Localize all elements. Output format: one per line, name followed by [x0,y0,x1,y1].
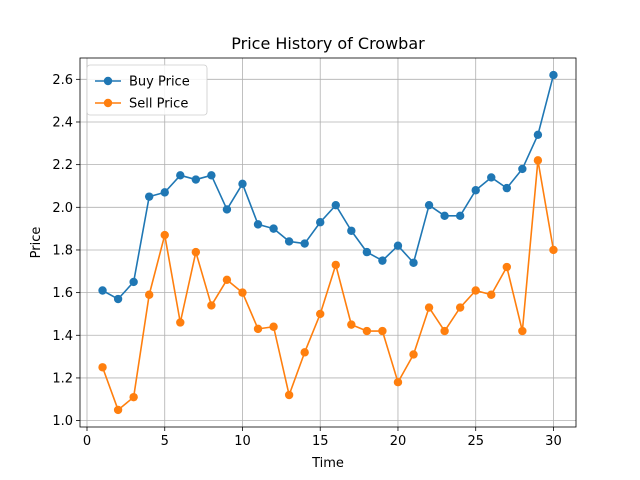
data-point-sell-price [176,318,185,327]
y-tick-label: 1.8 [52,243,73,258]
data-point-sell-price [269,322,278,331]
plot-frame [79,57,577,428]
chart-title: Price History of Crowbar [231,34,425,53]
legend-label-sell-price: Sell Price [129,97,188,112]
data-point-buy-price [409,258,418,267]
data-point-sell-price [347,320,356,329]
data-point-buy-price [144,192,154,201]
data-point-buy-price [113,294,123,304]
data-point-buy-price [253,220,263,229]
data-point-buy-price [549,70,558,80]
data-point-sell-price [144,290,154,299]
data-point-sell-price [331,260,340,270]
data-point-buy-price [269,224,278,233]
data-point-buy-price [393,241,403,250]
data-point-buy-price [191,175,201,184]
data-point-sell-price [440,326,449,336]
data-point-buy-price [378,256,387,265]
y-axis-label: Price [29,227,44,259]
data-point-buy-price [424,200,434,210]
y-tick-label: 2.4 [52,115,73,130]
data-point-buy-price [440,211,449,221]
data-point-sell-price [533,156,543,165]
data-point-buy-price [222,205,232,214]
data-point-sell-price [487,290,496,299]
data-point-sell-price [98,363,107,372]
data-point-buy-price [533,130,543,139]
y-tick-label: 1.6 [52,286,73,301]
data-point-buy-price [518,164,527,174]
y-tick-label: 2.2 [52,158,73,173]
x-tick-label: 10 [234,434,251,449]
data-point-buy-price [347,226,356,235]
x-tick-label: 0 [83,434,91,449]
x-tick-label: 25 [467,434,484,449]
data-point-buy-price [455,211,465,221]
data-point-buy-price [160,188,169,197]
series-line-sell-price [101,159,555,411]
data-point-sell-price [238,288,247,297]
y-tick-label: 1.0 [52,414,73,429]
x-tick-label: 20 [390,434,407,449]
legend: Buy Price Sell Price [86,64,208,116]
data-point-sell-price [455,303,465,312]
series-buy-price [98,70,558,304]
data-point-buy-price [316,218,325,227]
data-point-buy-price [129,277,138,287]
data-point-sell-price [378,326,387,336]
data-point-buy-price [362,247,372,257]
series-layer [98,70,558,415]
data-point-sell-price [393,378,403,387]
y-tick-label: 1.2 [52,371,73,386]
data-point-sell-price [362,326,372,336]
data-point-buy-price [98,286,107,295]
y-tick-label: 2.0 [52,201,73,216]
data-point-sell-price [207,301,216,310]
ticks: 0 5 10 15 20 25 30 1.0 1.2 1.4 1.6 1.8 2.0 2.2 2.4 2.6 [52,73,561,449]
data-point-sell-price [409,350,418,359]
data-point-sell-price [518,326,527,336]
data-point-sell-price [316,309,325,319]
x-tick-label: 30 [545,434,562,449]
y-tick-label: 1.4 [52,329,73,344]
data-point-sell-price [300,348,309,357]
data-point-sell-price [129,392,138,402]
data-point-buy-price [238,179,247,189]
data-point-sell-price [222,275,232,285]
data-point-buy-price [176,171,185,180]
data-point-sell-price [502,262,512,272]
data-point-sell-price [113,405,123,415]
data-point-sell-price [191,247,201,257]
x-tick-label: 15 [312,434,329,449]
data-point-buy-price [300,239,309,248]
y-tick-label: 2.6 [52,73,73,88]
legend-label-buy-price: Buy Price [129,75,190,90]
x-axis-label: Time [311,456,344,471]
data-point-sell-price [253,324,263,334]
data-point-sell-price [424,303,434,312]
x-tick-label: 5 [161,434,169,449]
data-point-sell-price [549,245,558,255]
legend-marker-buy-price [103,76,113,86]
data-point-buy-price [502,183,512,193]
data-point-sell-price [471,286,480,295]
data-point-sell-price [284,390,294,400]
data-point-buy-price [207,171,216,180]
series-sell-price [98,156,558,415]
data-point-buy-price [471,186,480,195]
data-point-buy-price [284,237,294,246]
legend-marker-sell-price [103,98,113,108]
data-point-sell-price [160,230,169,240]
data-point-buy-price [487,173,496,182]
data-point-buy-price [331,200,340,210]
